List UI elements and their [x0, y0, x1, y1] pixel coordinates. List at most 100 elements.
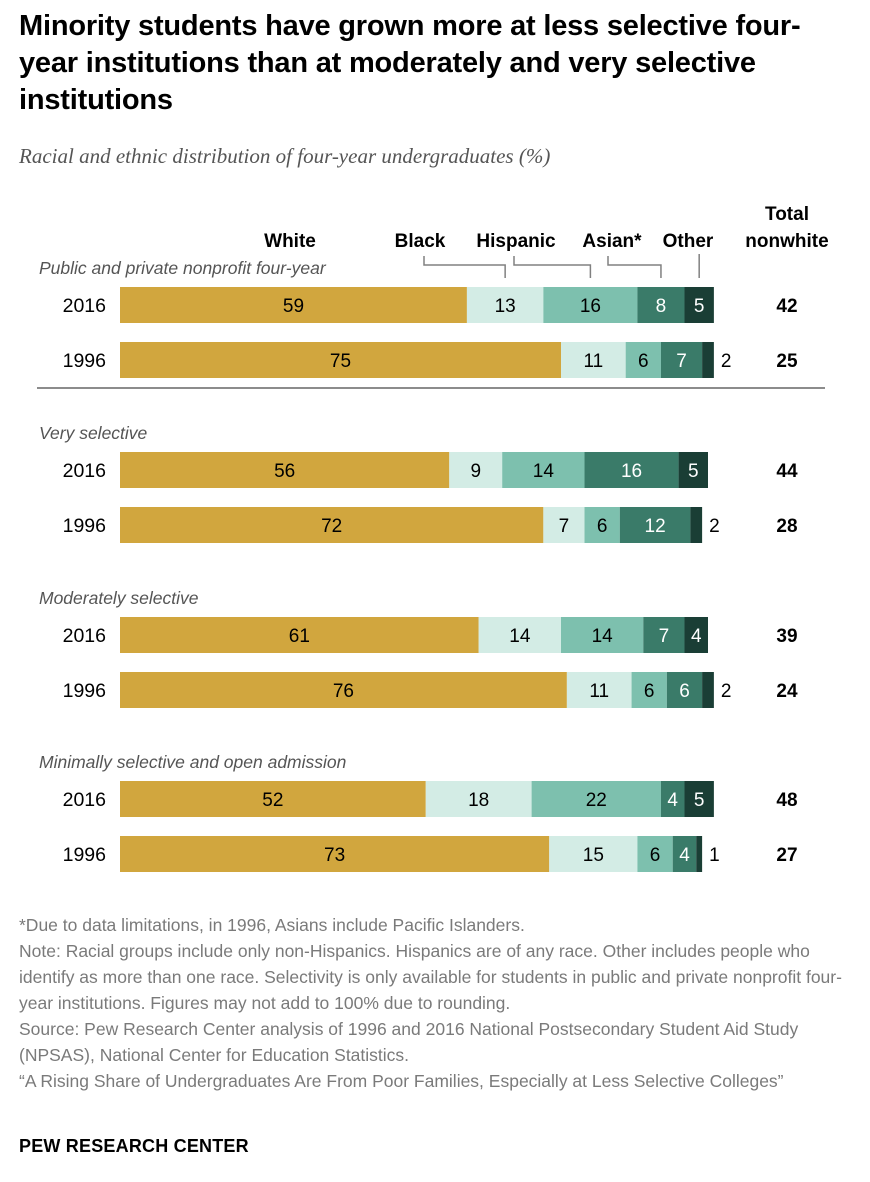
bar-segment-asian — [660, 342, 703, 378]
bar-segment-hispanic — [625, 342, 661, 378]
data-label: 6 — [650, 845, 661, 866]
chart-notes: *Due to data limitations, in 1996, Asian… — [19, 912, 854, 1094]
bar-segment-white — [120, 672, 567, 708]
leader-line-black — [423, 256, 506, 278]
legend-label-hispanic: Hispanic — [476, 231, 556, 252]
year-label: 1996 — [63, 515, 106, 537]
brand-logo-text: PEW RESEARCH CENTER — [19, 1136, 249, 1156]
bar-segment-asian — [672, 836, 697, 872]
data-label: 6 — [679, 681, 690, 702]
total-nonwhite-value: 42 — [776, 296, 797, 317]
data-label: 4 — [691, 626, 702, 647]
group-label: Moderately selective — [39, 588, 199, 608]
bar-segment-other — [702, 342, 714, 378]
data-label: 9 — [470, 461, 481, 482]
data-label: 2 — [721, 681, 732, 702]
data-label: 4 — [679, 845, 690, 866]
bar-segment-other — [678, 452, 708, 488]
bar-segment-black — [561, 342, 626, 378]
data-label: 6 — [597, 516, 608, 537]
total-nonwhite-value: 24 — [776, 681, 798, 702]
data-label: 11 — [583, 351, 603, 372]
data-label: 18 — [468, 790, 489, 811]
data-label: 5 — [688, 461, 699, 482]
data-label: 61 — [289, 626, 310, 647]
data-label: 14 — [533, 461, 555, 482]
leader-line-asian — [607, 256, 662, 278]
data-label: 6 — [644, 681, 655, 702]
bar-segment-other — [702, 672, 714, 708]
data-label: 13 — [495, 296, 516, 317]
data-label: 1 — [709, 845, 720, 866]
total-nonwhite-value: 44 — [776, 461, 798, 482]
year-label: 2016 — [63, 789, 106, 811]
bar-segment-black — [549, 836, 638, 872]
bar-segment-white — [120, 287, 467, 323]
bar-segment-asian — [619, 507, 691, 543]
legend-label-asian: Asian* — [582, 231, 642, 252]
year-label: 1996 — [63, 844, 106, 866]
data-label: 11 — [589, 681, 609, 702]
bar-segment-white — [120, 617, 479, 653]
total-nonwhite-value: 48 — [776, 790, 797, 811]
bar-segment-hispanic — [502, 452, 585, 488]
bar-segment-hispanic — [631, 672, 667, 708]
data-label: 59 — [283, 296, 304, 317]
data-label: 75 — [330, 351, 351, 372]
data-label: 76 — [333, 681, 354, 702]
data-label: 7 — [559, 516, 570, 537]
bar-segment-white — [120, 781, 426, 817]
bar-segment-other — [684, 617, 708, 653]
chart-subtitle: Racial and ethnic distribution of four-y… — [19, 144, 551, 168]
year-label: 1996 — [63, 680, 106, 702]
total-nonwhite-value: 25 — [776, 351, 798, 372]
data-label: 8 — [656, 296, 667, 317]
data-label: 2 — [709, 516, 720, 537]
asterisk-note: *Due to data limitations, in 1996, Asian… — [19, 915, 525, 935]
bar-segment-white — [120, 507, 544, 543]
leader-line-hispanic — [513, 256, 592, 278]
chart-title: Minority students have grown more at les… — [19, 10, 801, 116]
bar-segment-other — [684, 781, 714, 817]
data-label: 12 — [645, 516, 666, 537]
data-label: 2 — [721, 351, 732, 372]
data-label: 7 — [659, 626, 670, 647]
data-label: 15 — [583, 845, 604, 866]
total-nonwhite-value: 27 — [776, 845, 797, 866]
bar-segment-black — [466, 287, 544, 323]
bar-segment-other — [696, 836, 703, 872]
bar-segment-other — [690, 507, 703, 543]
bar-segment-other — [684, 287, 714, 323]
source-note: Source: Pew Research Center analysis of … — [19, 1019, 799, 1065]
legend-label-black: Black — [395, 231, 446, 252]
data-label: 16 — [580, 296, 601, 317]
data-label: 52 — [262, 790, 283, 811]
data-label: 73 — [324, 845, 345, 866]
group-label: Public and private nonprofit four-year — [39, 258, 327, 278]
bar-segment-hispanic — [531, 781, 661, 817]
bar-segment-asian — [660, 781, 685, 817]
data-label: 5 — [694, 790, 705, 811]
data-label: 14 — [509, 626, 531, 647]
bar-segment-black — [449, 452, 503, 488]
methodology-note: Note: Racial groups include only non-His… — [19, 941, 842, 1013]
total-nonwhite-value: 39 — [776, 626, 797, 647]
bar-segment-black — [478, 617, 561, 653]
bar-segment-white — [120, 836, 550, 872]
bar-segment-hispanic — [584, 507, 620, 543]
group-label: Minimally selective and open admission — [39, 752, 346, 772]
bar-segment-black — [543, 507, 585, 543]
bar-segment-asian — [584, 452, 679, 488]
year-label: 2016 — [63, 460, 106, 482]
bar-segment-white — [120, 342, 561, 378]
data-label: 22 — [586, 790, 607, 811]
legend-label-other: Other — [663, 231, 714, 252]
total-nonwhite-heading: nonwhite — [745, 231, 828, 252]
data-label: 6 — [638, 351, 649, 372]
data-label: 72 — [321, 516, 342, 537]
data-label: 7 — [676, 351, 687, 372]
data-label: 16 — [621, 461, 642, 482]
bar-segment-asian — [643, 617, 685, 653]
bar-segment-asian — [637, 287, 685, 323]
data-label: 5 — [694, 296, 705, 317]
